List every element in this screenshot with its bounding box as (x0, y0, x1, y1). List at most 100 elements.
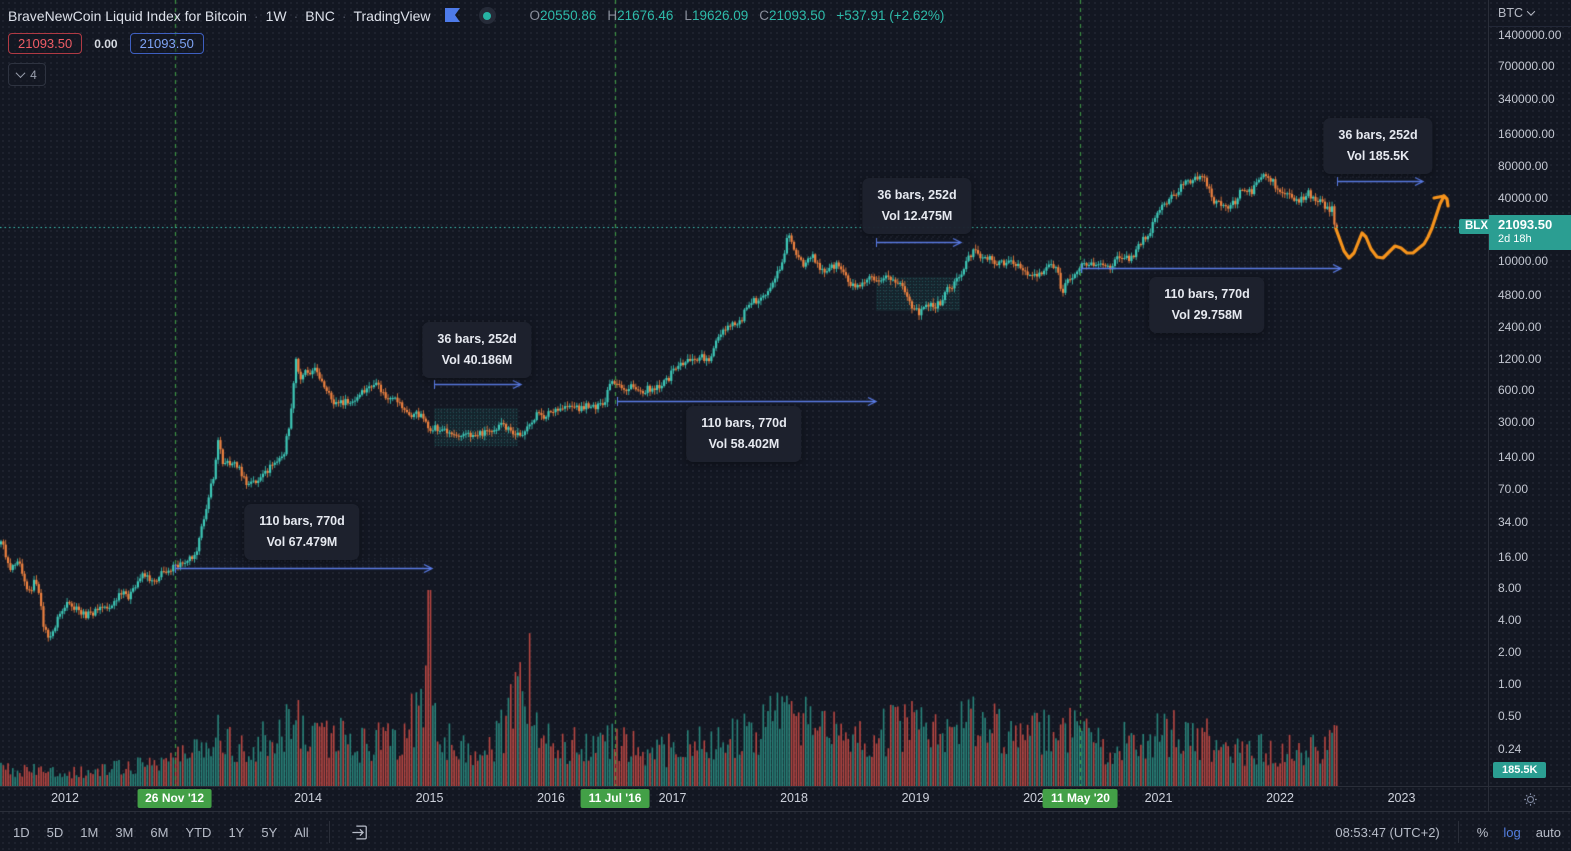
range-buttons: 1D 5D 1M 3M 6M YTD 1Y 5Y All (13, 825, 309, 840)
measure-label[interactable]: 36 bars, 252d Vol 12.475M (862, 178, 972, 234)
price-tick: 1400000.00 (1498, 27, 1562, 42)
range-button-5y[interactable]: 5Y (261, 824, 278, 840)
currency-label: BTC (1498, 6, 1523, 20)
measure-label[interactable]: 36 bars, 252d Vol 40.186M (422, 322, 532, 378)
interval-label[interactable]: 1W (265, 7, 287, 24)
gear-icon[interactable] (1522, 791, 1539, 808)
collapse-toggle[interactable]: 4 (8, 63, 46, 86)
year-label: 2019 (901, 791, 930, 805)
year-label: 2018 (780, 791, 808, 805)
measure-label[interactable]: 110 bars, 770d Vol 29.758M (1149, 277, 1265, 333)
price-tick: 4.00 (1498, 613, 1522, 628)
ohlc-values: O20550.86 H21676.46 L19626.09 C21093.50 … (530, 8, 945, 23)
currency-selector[interactable]: BTC (1489, 0, 1571, 27)
price-label-row: 21093.50 0.00 21093.50 (8, 33, 944, 54)
toolbar-right-group: 08:53:47 (UTC+2) % log auto (1335, 821, 1571, 843)
go-to-date-icon[interactable] (350, 823, 369, 842)
open-label: O (529, 8, 541, 23)
platform-label[interactable]: TradingView (353, 7, 431, 24)
measure-label[interactable]: 110 bars, 770d Vol 67.479M (244, 504, 360, 560)
range-button-ytd[interactable]: YTD (185, 824, 212, 840)
exchange-label[interactable]: BNC (305, 7, 335, 24)
price-tick: 600.00 (1498, 383, 1535, 398)
time-axis[interactable]: 2012201320142015201620172018201920202021… (0, 786, 1571, 812)
price-tick: 4800.00 (1498, 287, 1542, 302)
separator-dot: · (253, 7, 259, 24)
sell-price-label[interactable]: 21093.50 (8, 33, 83, 54)
price-tick: 160000.00 (1498, 127, 1555, 142)
halving-date-badge: 11 Jul '16 (580, 789, 650, 808)
object-tree-row: 4 (8, 63, 944, 86)
log-scale-button[interactable]: log (1503, 824, 1521, 840)
year-label: 2016 (537, 791, 565, 805)
percent-scale-button[interactable]: % (1476, 824, 1489, 840)
high-value: 21676.46 (617, 8, 674, 23)
price-tick: 340000.00 (1498, 92, 1555, 107)
object-count: 4 (30, 67, 37, 82)
high-label: H (607, 8, 618, 23)
price-tick: 0.50 (1498, 708, 1522, 723)
chevron-down-icon (1526, 7, 1536, 16)
year-label: 2014 (294, 791, 322, 805)
bar-countdown: 2d 18h (1498, 233, 1532, 245)
range-button-6m[interactable]: 6M (150, 824, 169, 840)
separator-dot: · (293, 7, 299, 24)
price-chart-canvas[interactable] (0, 0, 1488, 786)
year-label: 2021 (1144, 791, 1173, 805)
low-label: L (684, 8, 692, 23)
bottom-toolbar: 1D 5D 1M 3M 6M YTD 1Y 5Y All 08:53:47 (UTC+2) % … (0, 811, 1571, 851)
axis-settings-corner[interactable] (1488, 787, 1571, 812)
price-tick: 1.00 (1498, 676, 1522, 691)
range-button-1d[interactable]: 1D (13, 824, 30, 840)
range-button-3m[interactable]: 3M (115, 824, 134, 840)
volume-badge: 185.5K (1493, 762, 1547, 778)
price-tick: 0.24 (1498, 742, 1522, 757)
price-tick: 34.00 (1498, 515, 1529, 529)
change-value: +537.91 (+2.62%) (836, 8, 945, 23)
separator-dot: · (341, 7, 347, 24)
range-button-group: 1D 5D 1M 3M 6M YTD 1Y 5Y All (0, 821, 369, 843)
close-label: C (759, 8, 769, 23)
year-label: 2023 (1387, 791, 1416, 805)
toolbar-divider (328, 821, 330, 843)
range-button-5d[interactable]: 5D (46, 824, 64, 840)
symbol-title[interactable]: BraveNewCoin Liquid Index for Bitcoin (8, 7, 247, 24)
low-value: 19626.09 (691, 8, 749, 23)
measure-label[interactable]: 110 bars, 770d Vol 58.402M (686, 406, 802, 462)
toolbar-divider (1457, 821, 1459, 843)
auto-scale-button[interactable]: auto (1535, 824, 1561, 840)
symbol-header-row: BraveNewCoin Liquid Index for Bitcoin · … (8, 7, 944, 24)
current-price-badge: 21093.50 2d 18h (1489, 215, 1571, 250)
close-value: 21093.50 (769, 8, 826, 23)
measure-label[interactable]: 36 bars, 252d Vol 185.5K (1323, 118, 1433, 174)
spread-value: 0.00 (94, 36, 118, 51)
price-tick: 10000.00 (1498, 254, 1549, 269)
chart-pane: BraveNewCoin Liquid Index for Bitcoin · … (0, 0, 1494, 786)
chevron-down-icon (15, 68, 26, 79)
market-status-icon[interactable] (478, 7, 496, 24)
halving-date-badge: 11 May '20 (1043, 789, 1118, 808)
price-tick: 700000.00 (1498, 59, 1555, 74)
halving-date-badge: 26 Nov '12 (137, 789, 213, 808)
price-tick: 80000.00 (1498, 158, 1549, 173)
year-label: 2022 (1266, 791, 1294, 805)
range-button-1m[interactable]: 1M (80, 824, 99, 840)
year-label: 2012 (51, 791, 79, 805)
price-tick: 40000.00 (1498, 190, 1549, 205)
year-label: 2015 (415, 791, 444, 805)
price-tick: 8.00 (1498, 581, 1522, 596)
price-axis[interactable]: BTC 1400000.00 700000.00 340000.00 160000.0… (1488, 0, 1571, 786)
price-tick: 16.00 (1498, 549, 1529, 564)
price-tick: 1200.00 (1498, 351, 1542, 366)
current-price-value: 21093.50 (1498, 217, 1553, 232)
clock-value: 08:53:47 (UTC+2) (1335, 824, 1440, 840)
range-button-all[interactable]: All (294, 824, 309, 840)
price-tick: 2400.00 (1498, 319, 1542, 334)
flag-icon[interactable] (444, 8, 461, 23)
price-tick: 2.00 (1498, 644, 1522, 659)
price-line-symbol-tag: BLX (1459, 219, 1494, 234)
buy-price-label[interactable]: 21093.50 (129, 33, 204, 54)
range-button-1y[interactable]: 1Y (228, 824, 245, 840)
price-tick: 300.00 (1498, 415, 1535, 430)
